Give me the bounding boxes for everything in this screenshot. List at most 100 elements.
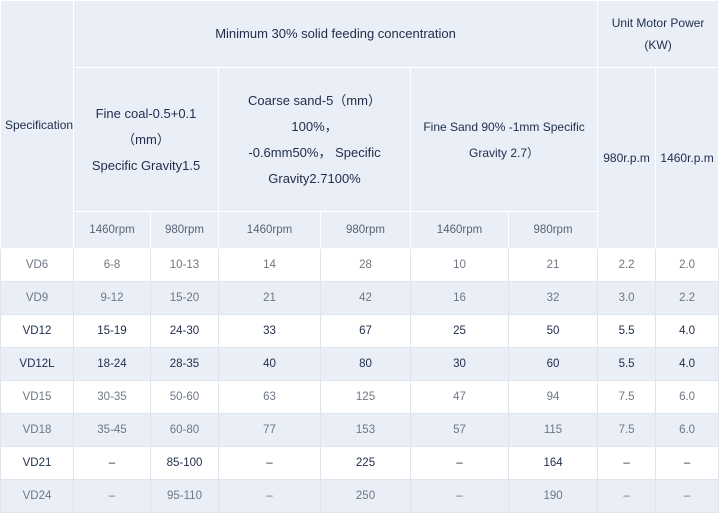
table-header: Specification Minimum 30% solid feeding … [0,0,720,249]
cell-text: 32 [546,292,560,304]
cell-text: 10-13 [169,259,200,271]
cell-text: 5.5 [618,358,635,370]
cell-text: 2.2 [618,259,635,271]
header-cell: 1460rpm [218,211,321,249]
header-cell: 980rpm [150,211,219,249]
table-cell: 30 [410,347,509,381]
cell-text: VD12 [22,325,52,337]
table-cell: 250 [320,479,411,513]
table-row: VD21 – 85-100 – 225 – 164 – – [0,446,720,480]
cell-text: 164 [543,457,563,469]
cell-text: 125 [355,391,376,403]
table-cell: – [597,446,657,480]
table-cell: 57 [410,413,509,447]
table-cell: 115 [507,413,599,447]
cell-text: 4.0 [679,325,696,337]
cell-text: 95-110 [167,490,202,502]
table-cell: 10 [410,248,509,282]
cell-text: – [266,457,273,469]
table-cell: VD24 [0,479,74,513]
table-cell: 3.0 [597,281,657,315]
cell-text: 18-24 [97,358,127,370]
table-cell: 9-12 [73,281,151,315]
cell-text: 6-8 [103,259,121,271]
header-cell: 1460rpm [73,211,151,249]
cell-text: 67 [359,325,372,337]
cell-text: 9-12 [100,292,124,304]
cell-text: 63 [263,391,276,403]
table-cell: 80 [320,347,411,381]
cell-text: 77 [263,424,276,436]
table-cell: VD12L [0,347,74,381]
cell-text: 60 [546,358,560,370]
cell-text: 250 [355,490,376,502]
cell-text: 50-60 [169,391,200,403]
cell-text: 30 [453,358,466,370]
table-cell: – [655,446,720,480]
table-cell: 50 [507,314,599,348]
cell-text: VD6 [25,259,49,271]
table-cell: 125 [320,380,411,414]
table-cell: VD6 [0,248,74,282]
table-cell: 18-24 [73,347,151,381]
table-cell: 21 [218,281,321,315]
cell-text: 16 [453,292,466,304]
header-cell: Unit Motor Power (KW) [597,0,720,68]
cell-text: 25 [453,325,466,337]
cell-text: 47 [453,391,466,403]
table-cell: 30-35 [73,380,151,414]
cell-text: – [683,490,691,502]
table-cell: 60-80 [150,413,219,447]
cell-text: 5.5 [618,325,635,337]
table-cell: 77 [218,413,321,447]
table-cell: 85-100 [150,446,219,480]
header-text: -0.6mm50%， Specific [248,144,381,160]
cell-text: 15-19 [97,325,127,337]
table-cell: – [73,446,151,480]
cell-text: – [623,490,630,502]
cell-text: 57 [453,424,466,436]
cell-text: 42 [359,292,372,304]
cell-text: 7.5 [618,424,635,436]
cell-text: 153 [355,424,376,436]
header-text: Fine coal-0.5+0.1 [95,105,197,121]
table-cell: 32 [507,281,599,315]
cell-text: 94 [546,391,560,403]
cell-text: – [456,457,463,469]
header-text: Gravity2.7100% [268,170,361,186]
table-row: VD9 9-12 15-20 21 42 16 32 3.0 2.2 [0,281,720,315]
table-cell: 6.0 [655,413,720,447]
cell-text: 60-80 [169,424,200,436]
table-cell: VD21 [0,446,74,480]
cell-text: VD12L [19,358,55,370]
table-cell: 225 [320,446,411,480]
table-cell: 67 [320,314,411,348]
header-text: 100%， [291,118,338,134]
table-cell: 95-110 [150,479,219,513]
table-cell: 2.2 [655,281,720,315]
cell-text: 6.0 [679,424,696,436]
cell-text: VD18 [22,424,52,436]
table-cell: 6-8 [73,248,151,282]
cell-text: 7.5 [618,391,635,403]
header-text: Specific Gravity1.5 [91,157,201,173]
cell-text: 33 [263,325,276,337]
table-cell: 153 [320,413,411,447]
cell-text: 6.0 [679,391,696,403]
header-text: （mm） [122,131,170,147]
cell-text: 3.0 [618,292,635,304]
table-row: VD12L 18-24 28-35 40 80 30 60 5.5 4.0 [0,347,720,381]
table-row: VD12 15-19 24-30 33 67 25 50 5.5 4.0 [0,314,720,348]
cell-text: 10 [453,259,466,271]
cell-text: 190 [543,490,563,502]
table-cell: – [655,479,720,513]
table-cell: 35-45 [73,413,151,447]
header-text: Minimum 30% solid feeding concentration [215,26,456,41]
table-cell: 15-19 [73,314,151,348]
cell-text: 85-100 [166,457,203,469]
header-text: Coarse sand-5（mm） [248,92,381,108]
table-cell: 2.2 [597,248,657,282]
table-cell: VD12 [0,314,74,348]
table-cell: 63 [218,380,321,414]
header-cell: Fine Sand 90% -1mm Specific Gravity 2.7） [409,67,599,212]
